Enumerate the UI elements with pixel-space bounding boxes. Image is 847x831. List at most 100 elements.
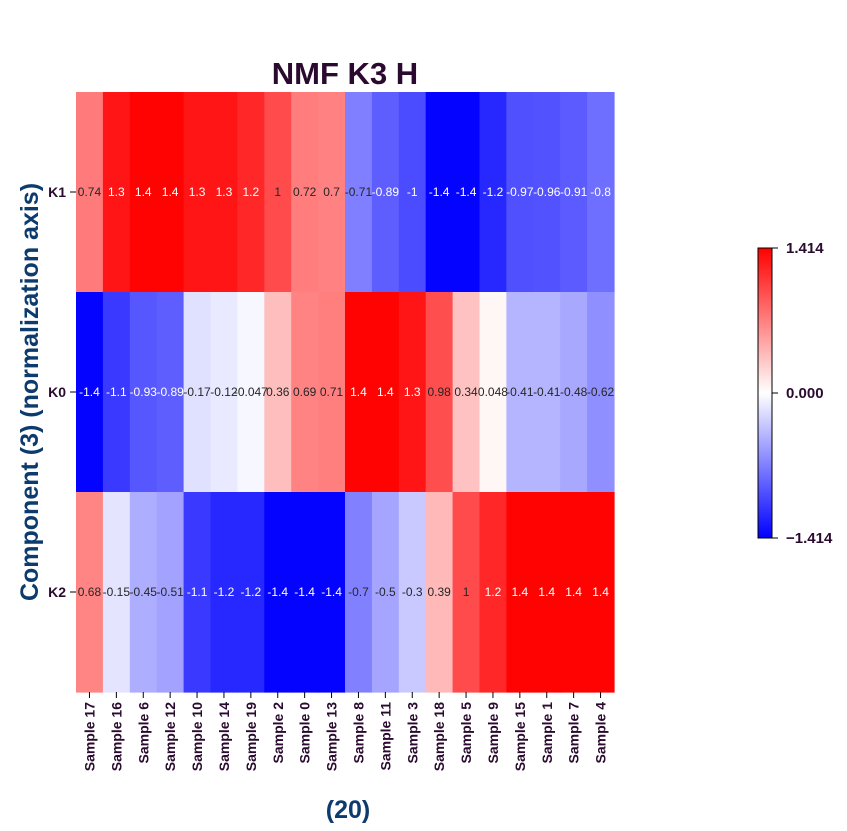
heatmap-cell-K2-13 xyxy=(425,492,454,693)
heatmap-cell-K2-17 xyxy=(533,492,561,693)
heatmap-cell-K1-0 xyxy=(76,92,104,293)
heatmap-cell-K0-17 xyxy=(533,292,561,493)
cell-value-label: -0.3 xyxy=(402,585,423,599)
x-tick-label: Sample 13 xyxy=(324,702,340,771)
y-tick-label: K2 xyxy=(48,584,66,600)
x-tick-label: Sample 5 xyxy=(458,702,474,764)
heatmap-cell-K2-10 xyxy=(345,492,373,693)
heatmap-cell-K1-2 xyxy=(129,92,158,293)
x-tick-label: Sample 1 xyxy=(539,702,555,764)
heatmap-cell-K1-4 xyxy=(183,92,212,293)
heatmap-cell-K1-15 xyxy=(479,92,507,293)
cell-value-label: -0.45 xyxy=(130,585,158,599)
cell-value-label: -0.41 xyxy=(506,385,534,399)
cell-value-label: -0.047 xyxy=(234,385,268,399)
heatmap-cell-K0-11 xyxy=(371,292,400,493)
heatmap-cell-K2-16 xyxy=(506,492,534,693)
colorbar-ticks: 1.414 0.000 −1.414 xyxy=(772,240,833,547)
cell-value-label: -0.5 xyxy=(375,585,396,599)
x-tick-label: Sample 17 xyxy=(81,702,97,771)
heatmap-cell-K0-6 xyxy=(237,292,265,493)
cell-value-label: 1.4 xyxy=(377,385,394,399)
cell-value-label: 1.4 xyxy=(162,185,179,199)
heatmap-cell-K1-16 xyxy=(506,92,534,293)
heatmap-cells xyxy=(76,92,615,693)
cell-value-label: 1 xyxy=(274,185,281,199)
cell-value-label: -1 xyxy=(407,185,418,199)
heatmap-cell-K0-10 xyxy=(345,292,373,493)
cell-value-label: 0.69 xyxy=(293,385,317,399)
cell-value-label: -0.91 xyxy=(560,185,588,199)
cell-value-label: 0.048 xyxy=(478,385,508,399)
heatmap-cell-K2-14 xyxy=(452,492,481,693)
cell-value-label: -0.51 xyxy=(156,585,184,599)
cell-value-label: -1.4 xyxy=(429,185,450,199)
cell-value-label: -1.2 xyxy=(241,585,262,599)
cell-value-label: 1.4 xyxy=(565,585,582,599)
cell-value-label: -1.4 xyxy=(321,585,342,599)
heatmap-cell-K2-18 xyxy=(560,492,588,693)
cell-value-label: -1.4 xyxy=(79,385,100,399)
colorbar: 1.414 0.000 −1.414 xyxy=(757,240,833,547)
heatmap-cell-K2-3 xyxy=(156,492,185,693)
y-tick-label: K1 xyxy=(48,184,66,200)
cell-value-label: 1.3 xyxy=(216,185,233,199)
cell-value-label: -1.2 xyxy=(214,585,235,599)
colorbar-tick-label: −1.414 xyxy=(786,530,833,547)
heatmap-cell-K0-19 xyxy=(587,292,615,493)
heatmap-cell-K2-15 xyxy=(479,492,507,693)
heatmap-cell-K0-18 xyxy=(560,292,588,493)
heatmap-cell-K2-11 xyxy=(371,492,400,693)
y-axis-label: Component (3) (normalization axis) xyxy=(16,183,44,601)
heatmap-cell-K2-1 xyxy=(102,492,131,693)
cell-value-label: -1.1 xyxy=(106,385,127,399)
colorbar-tick-label: 0.000 xyxy=(786,385,824,402)
heatmap-cell-K0-2 xyxy=(129,292,158,493)
cell-value-label: -0.15 xyxy=(103,585,131,599)
cell-value-label: 1.4 xyxy=(592,585,609,599)
heatmap-cell-K2-9 xyxy=(318,492,346,693)
cell-value-label: 1.4 xyxy=(512,585,529,599)
heatmap-cell-K1-10 xyxy=(345,92,373,293)
heatmap-cell-K2-2 xyxy=(129,492,158,693)
heatmap-cell-K0-15 xyxy=(479,292,507,493)
heatmap-cell-K1-5 xyxy=(210,92,238,293)
cell-value-label: -1.4 xyxy=(267,585,288,599)
chart-title: NMF K3 H xyxy=(272,56,418,91)
y-axis-ticks: K1 K0 K2 xyxy=(48,184,76,600)
colorbar-gradient xyxy=(757,247,773,539)
cell-value-label: 1.3 xyxy=(108,185,125,199)
heatmap-cell-K2-19 xyxy=(587,492,615,693)
heatmap-cell-K1-14 xyxy=(452,92,481,293)
cell-value-label: -0.41 xyxy=(533,385,561,399)
heatmap-cell-K2-7 xyxy=(264,492,292,693)
x-tick-label: Sample 12 xyxy=(162,702,178,771)
x-tick-label: Sample 14 xyxy=(216,702,232,771)
cell-value-label: -0.17 xyxy=(183,385,211,399)
x-tick-label: Sample 19 xyxy=(243,702,259,771)
heatmap-cell-K1-9 xyxy=(318,92,346,293)
heatmap-cell-K1-17 xyxy=(533,92,561,293)
heatmap-cell-K0-3 xyxy=(156,292,185,493)
x-tick-label: Sample 15 xyxy=(512,702,528,771)
heatmap-cell-K1-11 xyxy=(371,92,400,293)
heatmap-cell-K0-8 xyxy=(291,292,319,493)
cell-value-label: 0.71 xyxy=(320,385,344,399)
heatmap-cell-K1-3 xyxy=(156,92,185,293)
cell-value-label: -0.8 xyxy=(590,185,611,199)
cell-value-label: -0.12 xyxy=(210,385,238,399)
heatmap-cell-K0-0 xyxy=(76,292,104,493)
cell-value-label: -0.93 xyxy=(130,385,158,399)
cell-value-label: 1.3 xyxy=(189,185,206,199)
heatmap-cell-K1-13 xyxy=(425,92,454,293)
cell-value-label: -1.1 xyxy=(187,585,208,599)
cell-value-label: 1.4 xyxy=(135,185,152,199)
x-tick-label: Sample 7 xyxy=(566,702,582,764)
colorbar-tick-label: 1.414 xyxy=(786,240,824,257)
x-tick-label: Sample 10 xyxy=(189,702,205,771)
heatmap-cell-K0-7 xyxy=(264,292,292,493)
cell-value-label: -1.2 xyxy=(483,185,504,199)
x-tick-label: Sample 18 xyxy=(431,702,447,771)
y-tick-label: K0 xyxy=(48,384,66,400)
